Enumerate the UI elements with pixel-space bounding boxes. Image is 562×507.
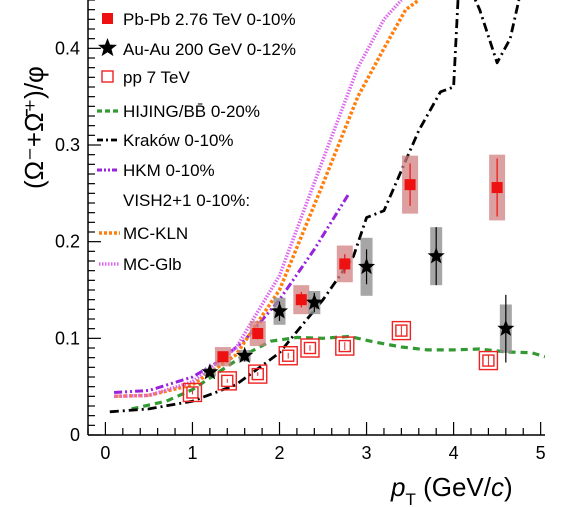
- legend-label: Au-Au 200 GeV 0-12%: [123, 40, 296, 59]
- plot-area: [109, 0, 545, 414]
- x-tick-label: 0: [100, 443, 110, 463]
- plot-clip-group: [109, 0, 545, 414]
- legend-label: MC-KLN: [123, 224, 188, 243]
- pp-point: [303, 341, 317, 355]
- legend-marker-pbpb: [102, 13, 113, 24]
- x-tick-label: 1: [187, 443, 197, 463]
- pp-point: [186, 386, 199, 399]
- pp-sys-box: [248, 364, 268, 384]
- pp-sys-box: [182, 382, 203, 403]
- pp-point: [395, 324, 408, 337]
- pbpb-point: [217, 351, 229, 363]
- curve-mc-glb: [114, 0, 403, 399]
- y-tick-label: 0.3: [55, 135, 80, 155]
- curve-krak-w-0-10-: [109, 0, 521, 414]
- pbpb-point: [252, 328, 264, 339]
- legend-label: pp 7 TeV: [123, 68, 190, 87]
- y-tick-label: 0: [70, 425, 80, 445]
- pp-sys-box: [217, 371, 237, 391]
- pbpb-point: [295, 294, 307, 306]
- axes: 0 1 2 3 4 5 0 0.1 0.2 0.3 0.4: [55, 0, 546, 463]
- curve-hijing-bb-0-20-: [131, 334, 545, 411]
- auau-point: [305, 293, 323, 310]
- pbpb-point: [404, 179, 416, 191]
- legend-label: Pb-Pb 2.76 TeV 0-10%: [123, 10, 296, 29]
- pp-point: [338, 339, 351, 353]
- pp-sys-box: [278, 346, 298, 366]
- pbpb-point: [491, 182, 503, 194]
- pp-point: [251, 367, 264, 381]
- auau-point: [358, 257, 376, 275]
- pp-point: [282, 349, 295, 362]
- x-tick-label: 4: [449, 443, 459, 463]
- pp-point: [482, 354, 495, 367]
- y-axis-title: (Ω⁻+Ω̄⁺)/φ: [19, 66, 49, 189]
- y-tick-label: 0.2: [55, 232, 80, 252]
- legend-label: Kraków 0-10%: [123, 131, 234, 150]
- pp-sys-box: [478, 350, 499, 371]
- pp-sys-box: [335, 336, 355, 356]
- auau-point: [201, 363, 219, 380]
- pp-sys-box: [391, 320, 412, 341]
- x-tick-label: 2: [274, 443, 284, 463]
- legend-label: MC-Glb: [123, 255, 182, 274]
- legend-label: HKM 0-10%: [123, 161, 215, 180]
- pp-point: [221, 374, 234, 388]
- x-axis-title: pT (GeV/c): [390, 472, 513, 507]
- auau-point: [497, 319, 515, 336]
- auau-point: [427, 247, 445, 264]
- legend: Pb-Pb 2.76 TeV 0-10% Au-Au 200 GeV 0-12% p…: [97, 10, 296, 274]
- y-tick-label: 0.1: [55, 328, 80, 348]
- x-tick-label: 3: [362, 443, 372, 463]
- legend-marker-auau: [98, 38, 117, 57]
- pbpb-point: [339, 258, 351, 270]
- auau-point: [236, 346, 254, 363]
- legend-marker-pp: [101, 70, 114, 83]
- auau-point: [270, 302, 289, 319]
- legend-label: HIJING/BB̄ 0-20%: [123, 102, 260, 121]
- y-tick-label: 0.4: [55, 38, 80, 58]
- legend-label: VISH2+1 0-10%:: [123, 191, 250, 210]
- x-tick-label: 5: [536, 443, 546, 463]
- pp-sys-box: [300, 338, 320, 358]
